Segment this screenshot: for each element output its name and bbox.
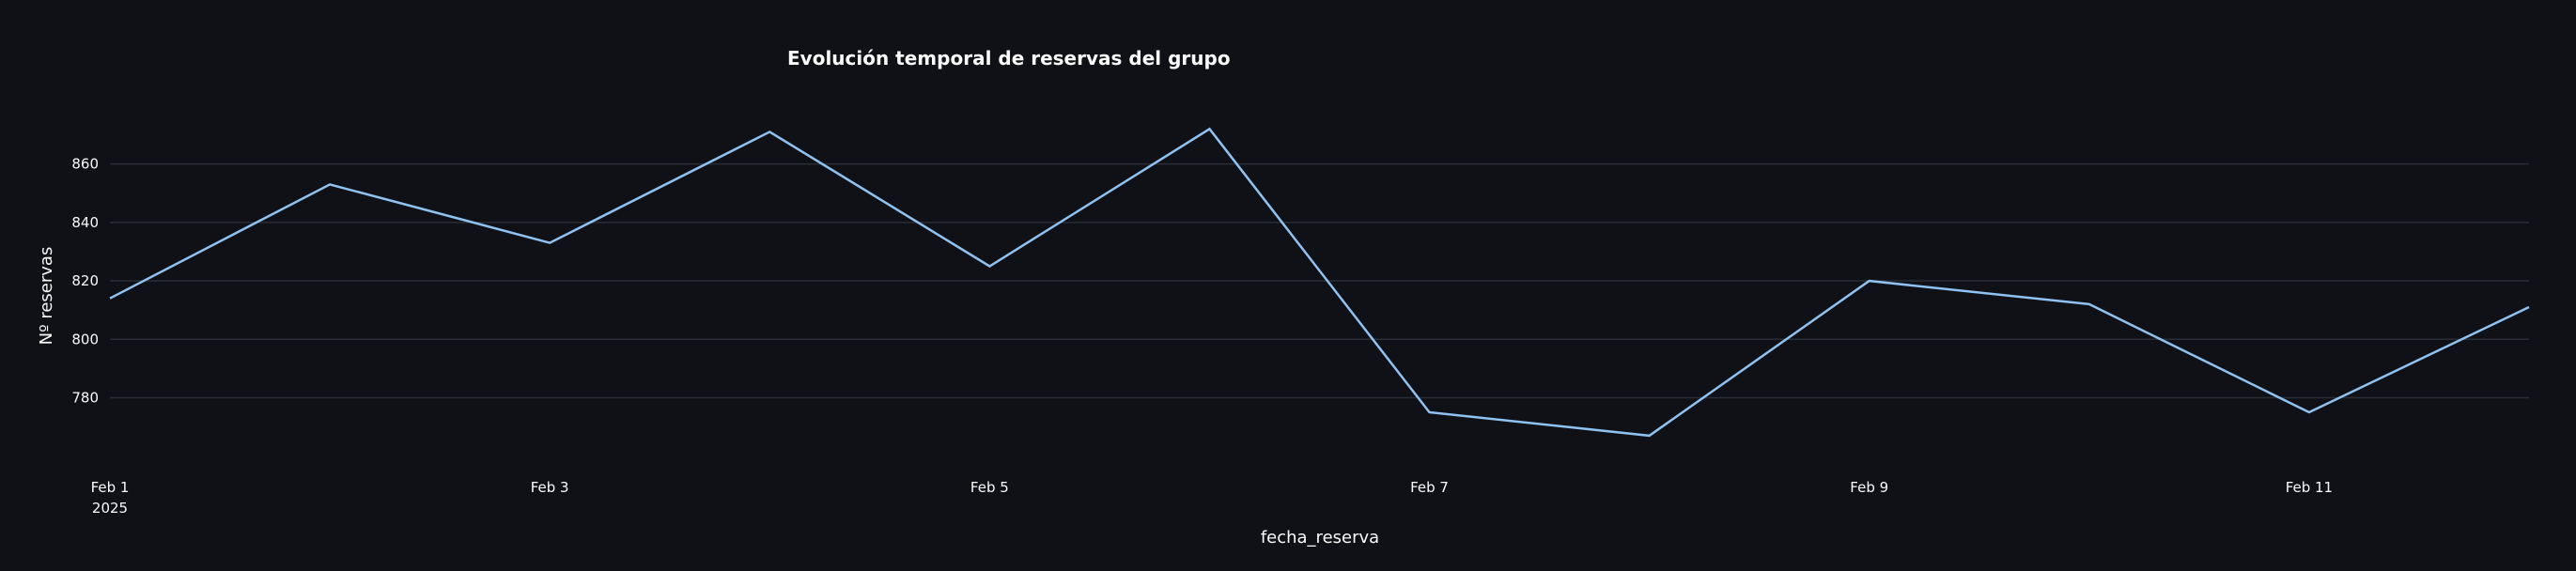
x-tick-label: Feb 11 <box>2286 479 2333 496</box>
y-tick-label: 780 <box>71 389 99 406</box>
x-tick-label: Feb 7 <box>1410 479 1449 496</box>
y-axis-ticks: 780 800 820 840 860 <box>71 156 99 407</box>
series-layer <box>110 129 2529 436</box>
y-tick-label: 800 <box>71 331 99 347</box>
x-tick-label: Feb 1 <box>91 479 130 496</box>
series-line[interactable] <box>110 129 2529 436</box>
grid-lines <box>110 164 2529 398</box>
y-tick-label: 860 <box>71 156 99 173</box>
y-axis-title: Nº reservas <box>37 247 56 346</box>
x-tick-label: Feb 5 <box>970 479 1009 496</box>
x-tick-label: Feb 3 <box>531 479 569 496</box>
x-tick-label: Feb 9 <box>1850 479 1888 496</box>
x-tick-sublabel: 2025 <box>92 500 128 517</box>
x-axis-title: fecha_reserva <box>1261 528 1379 548</box>
chart-title: Evolución temporal de reservas del grupo <box>787 47 1231 69</box>
y-tick-label: 820 <box>71 272 99 289</box>
y-tick-label: 840 <box>71 214 99 231</box>
x-axis-ticks: Feb 1 2025 Feb 3 Feb 5 Feb 7 Feb 9 Feb 11 <box>91 479 2334 517</box>
